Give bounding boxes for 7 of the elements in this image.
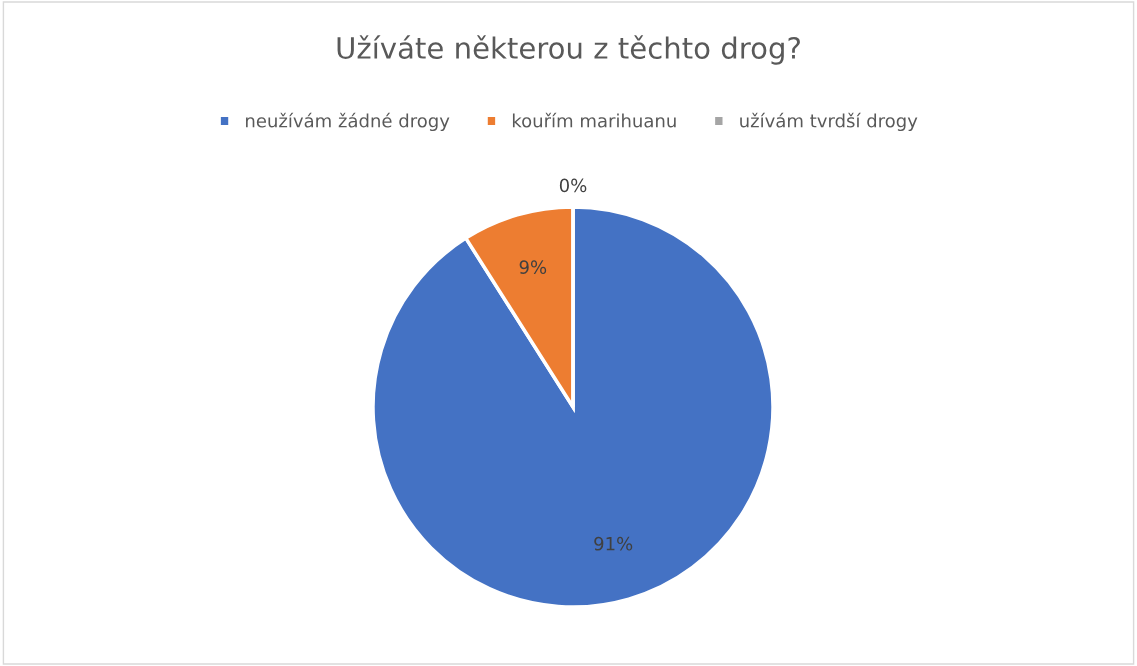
text: 0% <box>559 178 587 193</box>
data-label: 91% <box>594 536 633 551</box>
data-label: 9% <box>519 260 547 274</box>
legend-label: kouřím marihuanu <box>512 112 676 128</box>
chart-title: Užíváte některou z těchto drog? <box>337 35 800 65</box>
legend-label: užívám tvrdší drogy <box>740 112 918 132</box>
legend-label: neužívám žádné drogy <box>246 112 450 132</box>
